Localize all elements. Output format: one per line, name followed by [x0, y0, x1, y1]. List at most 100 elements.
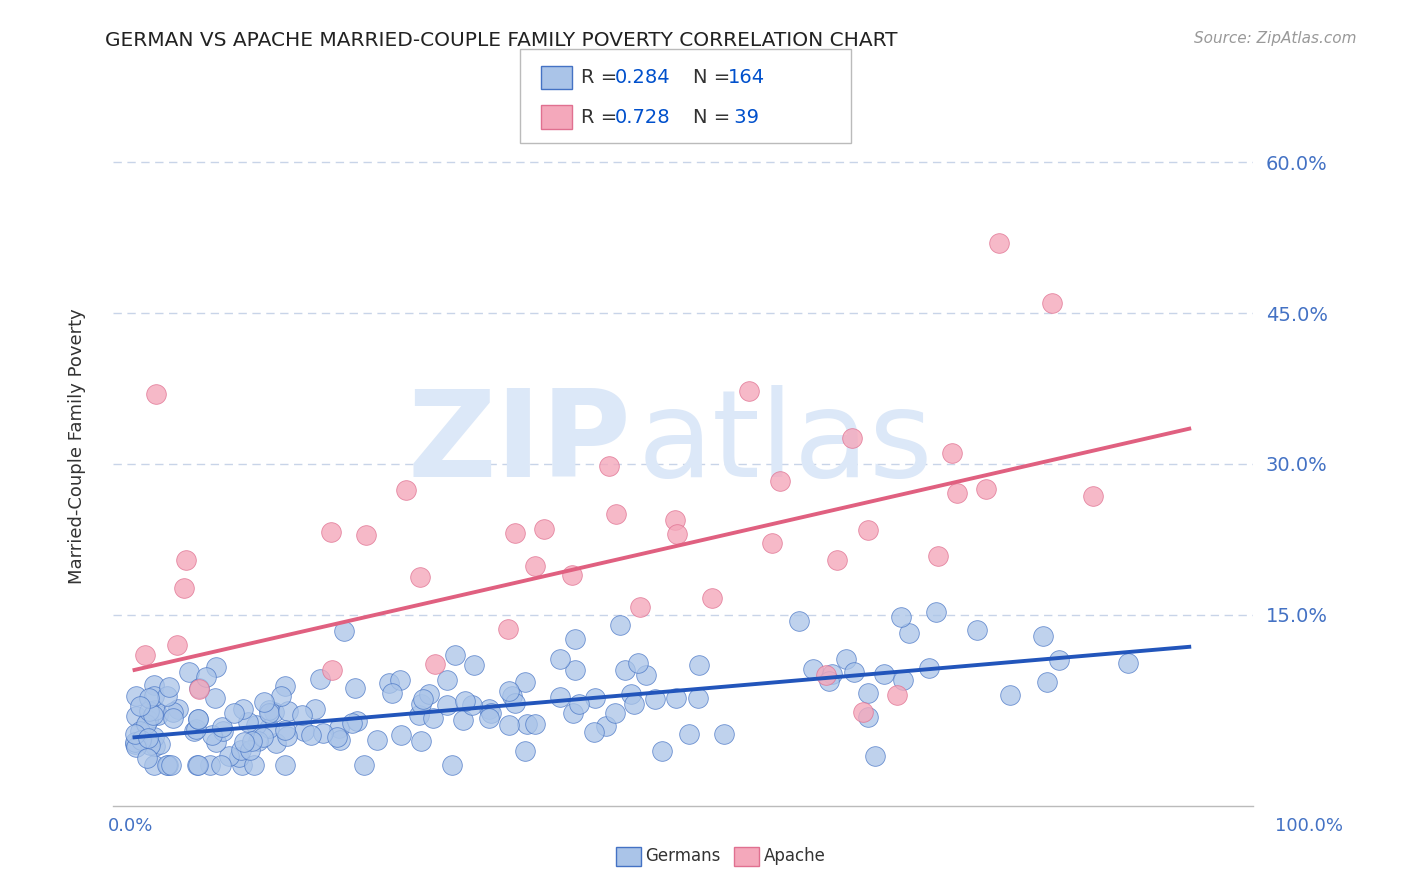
Point [688, 657, 710, 672]
Point [409, 570, 432, 584]
Point [634, 667, 657, 681]
Point [388, 673, 411, 687]
Point [835, 652, 858, 666]
Point [125, 690, 148, 704]
Point [761, 535, 783, 549]
Point [264, 736, 287, 750]
Point [1036, 674, 1059, 689]
Point [461, 698, 484, 712]
Point [274, 758, 297, 772]
Point [821, 666, 844, 681]
Point [124, 727, 146, 741]
Point [665, 691, 688, 706]
Point [246, 733, 269, 747]
Point [138, 691, 160, 706]
Point [561, 706, 583, 720]
Point [422, 711, 444, 725]
Point [548, 651, 571, 665]
Point [713, 727, 735, 741]
Point [524, 717, 547, 731]
Point [603, 706, 626, 720]
Point [195, 670, 218, 684]
Point [1047, 653, 1070, 667]
Point [844, 665, 866, 679]
Point [187, 712, 209, 726]
Point [941, 446, 963, 460]
Point [243, 758, 266, 772]
Point [321, 663, 343, 677]
Point [240, 734, 263, 748]
Point [160, 758, 183, 772]
Point [187, 681, 209, 695]
Point [124, 735, 146, 749]
Point [136, 713, 159, 727]
Point [651, 744, 673, 758]
Point [515, 744, 537, 758]
Point [204, 660, 226, 674]
Point [143, 758, 166, 772]
Point [188, 681, 211, 696]
Point [605, 507, 627, 521]
Point [332, 624, 354, 638]
Point [187, 712, 209, 726]
Text: 0.0%: 0.0% [108, 817, 153, 835]
Point [218, 748, 240, 763]
Point [678, 727, 700, 741]
Point [787, 614, 810, 628]
Point [143, 703, 166, 717]
Point [898, 625, 921, 640]
Text: 0.728: 0.728 [614, 108, 671, 127]
Point [583, 690, 606, 705]
Point [145, 739, 167, 754]
Point [311, 726, 333, 740]
Point [156, 758, 179, 772]
Point [143, 678, 166, 692]
Point [340, 716, 363, 731]
Point [513, 675, 536, 690]
Point [142, 689, 165, 703]
Point [524, 559, 547, 574]
Point [129, 732, 152, 747]
Point [737, 384, 759, 399]
Point [174, 553, 197, 567]
Point [918, 660, 941, 674]
Point [815, 668, 838, 682]
Point [274, 679, 297, 693]
Point [135, 750, 157, 764]
Text: GERMAN VS APACHE MARRIED-COUPLE FAMILY POVERTY CORRELATION CHART: GERMAN VS APACHE MARRIED-COUPLE FAMILY P… [105, 31, 898, 50]
Point [128, 723, 150, 738]
Point [205, 734, 228, 748]
Point [561, 568, 583, 582]
Point [436, 698, 458, 712]
Point [411, 734, 433, 748]
Point [444, 648, 467, 662]
Text: 164: 164 [728, 68, 765, 87]
Point [239, 742, 262, 756]
Point [974, 482, 997, 496]
Point [135, 717, 157, 731]
Point [353, 758, 375, 772]
Point [568, 697, 591, 711]
Point [409, 698, 432, 712]
Point [686, 690, 709, 705]
Point [496, 622, 519, 636]
Point [664, 513, 686, 527]
Point [628, 599, 651, 614]
Point [998, 689, 1021, 703]
Point [233, 735, 256, 749]
Point [231, 758, 253, 772]
Point [451, 713, 474, 727]
Point [253, 695, 276, 709]
Point [463, 657, 485, 672]
Point [326, 731, 349, 745]
Point [377, 675, 399, 690]
Point [291, 707, 314, 722]
Point [277, 704, 299, 718]
Point [886, 688, 908, 702]
Point [252, 731, 274, 745]
Point [627, 657, 650, 671]
Point [301, 728, 323, 742]
Point [825, 553, 848, 567]
Point [609, 617, 631, 632]
Point [988, 235, 1011, 250]
